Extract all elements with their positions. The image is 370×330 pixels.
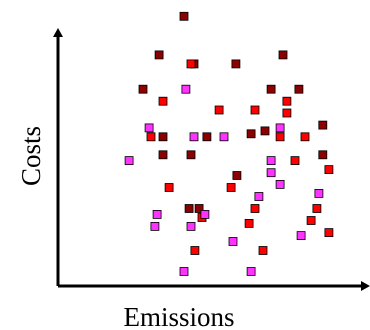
data-point xyxy=(294,84,304,94)
data-point xyxy=(158,132,168,142)
data-point xyxy=(189,132,199,142)
data-point xyxy=(260,126,270,136)
data-point xyxy=(146,132,156,142)
data-point xyxy=(179,11,189,21)
x-axis-title: Emissions xyxy=(123,302,234,330)
data-point xyxy=(250,204,260,213)
data-point xyxy=(258,246,268,255)
data-point xyxy=(312,204,322,213)
data-point xyxy=(246,267,256,276)
data-point xyxy=(158,150,168,160)
y-axis-arrow xyxy=(53,28,63,37)
data-point xyxy=(214,105,224,115)
data-point xyxy=(231,59,241,69)
data-point xyxy=(246,129,256,139)
data-point xyxy=(306,216,316,225)
data-point xyxy=(194,204,204,213)
data-point xyxy=(290,156,300,166)
data-point xyxy=(296,231,306,241)
data-point xyxy=(314,188,324,198)
data-point xyxy=(232,171,242,180)
data-point xyxy=(190,246,200,255)
data-point xyxy=(219,132,229,142)
data-point xyxy=(250,105,260,115)
data-point xyxy=(186,221,196,231)
data-point xyxy=(275,123,285,133)
data-point xyxy=(228,237,238,246)
data-point xyxy=(282,108,292,118)
data-point xyxy=(278,50,288,60)
axes xyxy=(53,28,370,291)
data-point xyxy=(244,218,254,228)
data-point xyxy=(324,165,334,175)
data-point xyxy=(202,132,212,142)
y-axis-title: Costs xyxy=(16,126,46,186)
data-point xyxy=(226,183,236,192)
data-point xyxy=(154,50,164,60)
data-point xyxy=(254,192,264,201)
data-point xyxy=(282,96,292,106)
data-point xyxy=(300,132,310,142)
data-point xyxy=(200,209,210,219)
data-point xyxy=(275,179,285,189)
data-point xyxy=(186,59,196,69)
data-point xyxy=(138,84,148,94)
data-point xyxy=(266,168,276,178)
data-point xyxy=(164,183,174,192)
data-point xyxy=(318,150,328,160)
data-point xyxy=(181,84,191,94)
data-point xyxy=(266,84,276,94)
x-axis-arrow xyxy=(361,281,370,291)
data-point xyxy=(124,156,134,166)
data-point xyxy=(152,209,162,219)
data-point xyxy=(158,96,168,106)
data-point xyxy=(275,132,285,142)
data-point xyxy=(144,123,154,133)
data-point xyxy=(184,204,194,213)
data-point xyxy=(324,228,334,238)
data-point xyxy=(186,150,196,160)
data-points xyxy=(124,11,334,276)
data-point xyxy=(318,120,328,130)
data-point xyxy=(179,267,189,276)
data-point xyxy=(150,221,160,231)
data-point xyxy=(266,156,276,166)
